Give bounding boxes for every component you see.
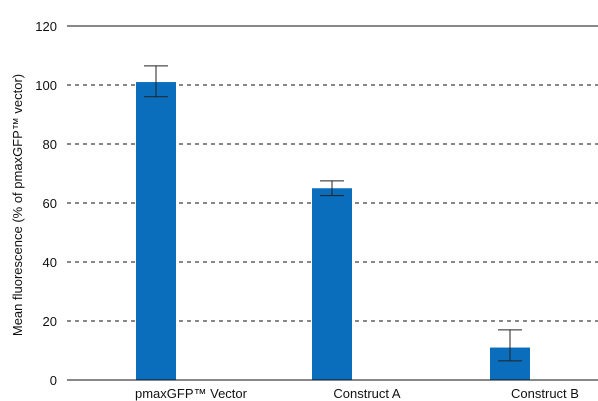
error-bars — [144, 65, 522, 362]
y-tick-label-0: 0 — [50, 373, 57, 388]
y-axis-label: Mean fluorescence (% of pmaxGFP™ vector) — [10, 74, 25, 336]
y-tick-label-60: 60 — [43, 196, 57, 211]
category-label-1: pmaxGFP™ Vector — [135, 386, 248, 401]
category-labels: pmaxGFP™ Vector Construct A Construct B — [135, 386, 579, 401]
error-bar-3 — [498, 329, 522, 362]
y-tick-label-80: 80 — [43, 137, 57, 152]
bar-2 — [312, 188, 352, 380]
y-tick-label-120: 120 — [35, 19, 57, 34]
y-tick-label-20: 20 — [43, 314, 57, 329]
bars — [136, 82, 530, 381]
y-tick-label-100: 100 — [35, 78, 57, 93]
category-label-2: Construct A — [333, 386, 401, 401]
error-bar-1 — [144, 65, 168, 98]
bar-1 — [136, 82, 176, 381]
category-label-3: Construct B — [511, 386, 579, 401]
error-bar-2 — [320, 180, 344, 197]
y-tick-label-40: 40 — [43, 255, 57, 270]
y-tick-labels: 0 20 40 60 80 100 120 — [35, 19, 57, 388]
